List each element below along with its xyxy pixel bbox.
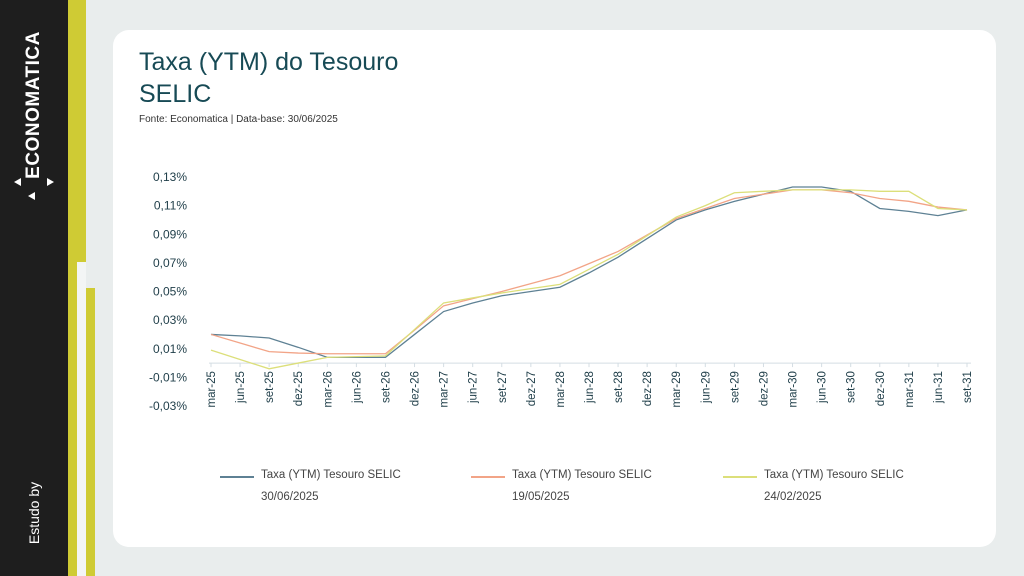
x-tick-label: dez-26	[410, 371, 422, 406]
chart-title-line2: SELIC	[139, 80, 212, 108]
chart-title: Taxa (YTM) do Tesouro	[139, 48, 399, 76]
y-tick-label: 0,09%	[153, 227, 187, 241]
x-tick-label: jun-27	[468, 371, 480, 404]
legend-swatch	[471, 476, 505, 478]
study-by-label: Estudo by	[26, 481, 42, 545]
legend-label: Taxa (YTM) Tesouro SELIC	[261, 469, 401, 481]
x-tick-label: mar-31	[904, 371, 916, 407]
series-line-1	[210, 186, 968, 358]
series-line-2	[210, 189, 968, 355]
chart-card: Taxa (YTM) do Tesouro SELIC Fonte: Econo…	[113, 30, 996, 547]
x-tick-label: jun-25	[235, 371, 247, 404]
x-tick-label: set-26	[380, 371, 392, 403]
legend-label: Taxa (YTM) Tesouro SELIC	[764, 469, 904, 481]
x-tick-label: mar-28	[555, 371, 567, 407]
legend-date: 24/02/2025	[764, 491, 822, 503]
y-tick-label: 0,03%	[153, 313, 187, 327]
x-tick-label: set-27	[497, 371, 509, 403]
legend-swatch	[220, 476, 254, 478]
x-tick-label: dez-25	[293, 371, 305, 406]
source-note: Fonte: Economatica | Data-base: 30/06/20…	[139, 114, 338, 125]
x-tick-label: set-25	[264, 371, 276, 403]
x-tick-label: jun-30	[817, 371, 829, 404]
x-tick-label: mar-29	[671, 371, 683, 407]
x-tick-label: mar-26	[322, 371, 334, 407]
legend-label: Taxa (YTM) Tesouro SELIC	[512, 469, 652, 481]
x-tick-label: set-31	[962, 371, 974, 403]
x-tick-label: jun-31	[933, 371, 945, 404]
y-tick-label: -0,01%	[149, 370, 187, 384]
logo-arrows-icon	[14, 178, 54, 200]
x-tick-label: jun-29	[700, 371, 712, 404]
legend-date: 30/06/2025	[261, 491, 319, 503]
x-tick-label: mar-30	[788, 371, 800, 407]
legend-date: 19/05/2025	[512, 491, 570, 503]
y-tick-label: 0,01%	[153, 342, 187, 356]
accent-bar-2	[86, 288, 95, 576]
x-tick-label: set-29	[729, 371, 741, 403]
x-tick-label: jun-28	[584, 371, 596, 404]
brand-sidebar	[0, 0, 68, 576]
y-tick-label: -0,03%	[149, 399, 187, 413]
x-tick-label: dez-27	[526, 371, 538, 406]
economatica-logo: ECONOMATICA	[23, 31, 44, 179]
legend-swatch	[723, 476, 757, 478]
x-tick-label: set-30	[846, 371, 858, 403]
x-tick-label: dez-28	[642, 371, 654, 406]
x-tick-label: dez-29	[758, 371, 770, 406]
x-tick-label: dez-30	[875, 371, 887, 406]
y-tick-label: 0,05%	[153, 285, 187, 299]
x-tick-label: jun-26	[351, 371, 363, 404]
x-tick-label: set-28	[613, 371, 625, 403]
x-tick-label: mar-27	[439, 371, 451, 407]
line-chart: 0,13% 0,11% 0,09% 0,07% 0,05% 0,03% 0,01% -0,01…	[149, 170, 974, 413]
series-line-3	[210, 189, 968, 370]
y-tick-label: 0,11%	[154, 199, 187, 213]
accent-strip	[77, 262, 86, 576]
y-tick-label: 0,07%	[153, 256, 187, 270]
x-tick-label: mar-25	[206, 371, 218, 407]
y-tick-label: 0,13%	[153, 170, 187, 184]
